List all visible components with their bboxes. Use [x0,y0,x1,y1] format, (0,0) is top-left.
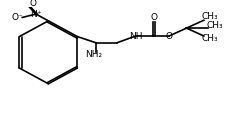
Text: O: O [30,0,37,8]
Text: NH: NH [129,32,142,41]
Text: N⁺: N⁺ [30,10,42,19]
Text: O: O [151,13,157,22]
Text: CH₃: CH₃ [207,21,223,30]
Text: O⁻: O⁻ [11,13,23,22]
Text: NH₂: NH₂ [85,50,102,59]
Text: CH₃: CH₃ [202,12,218,21]
Text: CH₃: CH₃ [202,34,218,43]
Text: O: O [166,32,173,41]
